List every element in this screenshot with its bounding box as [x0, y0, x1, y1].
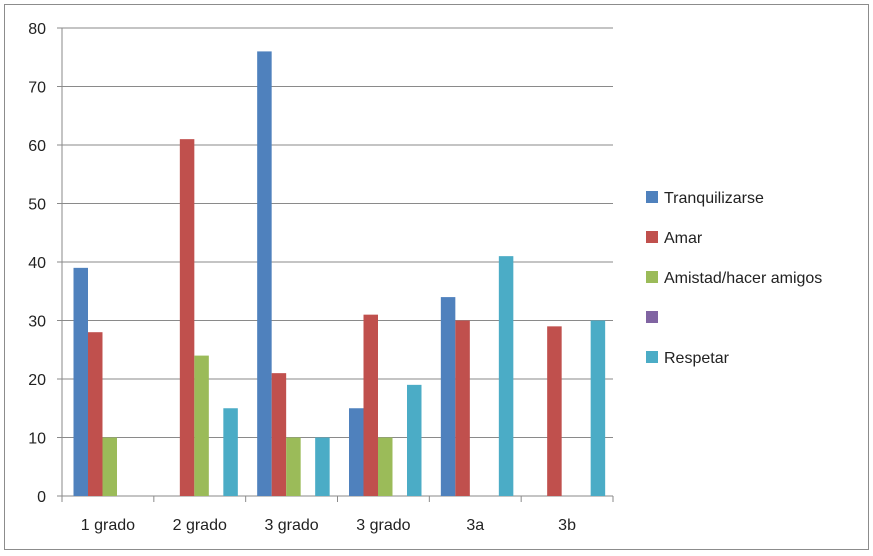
bar — [102, 437, 117, 496]
chart-frame — [4, 4, 869, 550]
y-tick-label: 80 — [28, 21, 46, 38]
legend-swatch — [646, 191, 658, 203]
bar — [88, 332, 103, 496]
legend-label: Amistad/hacer amigos — [664, 270, 822, 287]
legend-label: Amar — [664, 230, 703, 247]
bar — [547, 326, 562, 496]
y-tick-label: 70 — [28, 80, 46, 97]
x-tick-label: 3a — [466, 517, 484, 534]
bar — [378, 437, 393, 496]
bar — [257, 51, 272, 497]
y-tick-label: 50 — [28, 197, 46, 214]
bars — [73, 51, 606, 497]
bar — [271, 373, 287, 496]
x-tick-label: 3 grado — [264, 517, 318, 534]
legend-swatch — [646, 311, 658, 323]
y-tick-label: 10 — [28, 431, 46, 448]
bar — [590, 320, 606, 496]
bar — [363, 314, 378, 496]
gridlines — [62, 27, 613, 438]
legend-swatch — [646, 351, 658, 363]
legend-label: Respetar — [664, 350, 730, 367]
y-tick-label: 40 — [28, 255, 46, 272]
y-tick-labels: 0 10 20 30 40 50 60 70 80 — [28, 21, 46, 506]
bar — [315, 437, 330, 496]
axes — [57, 27, 614, 502]
legend-swatch — [646, 231, 658, 243]
bar — [223, 408, 238, 496]
bar — [349, 408, 364, 496]
bar — [455, 320, 470, 496]
bar — [179, 139, 195, 496]
x-tick-label: 3 grado — [356, 517, 410, 534]
legend-swatch — [646, 271, 658, 283]
bar — [286, 437, 301, 496]
y-tick-label: 30 — [28, 314, 46, 331]
y-tick-label: 0 — [37, 489, 46, 506]
bar — [440, 297, 456, 496]
bar — [73, 267, 88, 496]
x-tick-label: 1 grado — [81, 517, 135, 534]
y-tick-label: 60 — [28, 138, 46, 155]
y-tick-label: 20 — [28, 372, 46, 389]
legend: Tranquilizarse Amar Amistad/hacer amigos Re… — [646, 190, 822, 367]
x-tick-labels: 1 grado 2 grado 3 grado 3 grado 3a 3b — [81, 517, 576, 534]
bar — [194, 355, 209, 496]
x-tick-label: 2 grado — [173, 517, 227, 534]
bar — [407, 384, 422, 496]
bar — [498, 256, 514, 496]
legend-label: Tranquilizarse — [664, 190, 764, 207]
x-tick-label: 3b — [558, 517, 576, 534]
